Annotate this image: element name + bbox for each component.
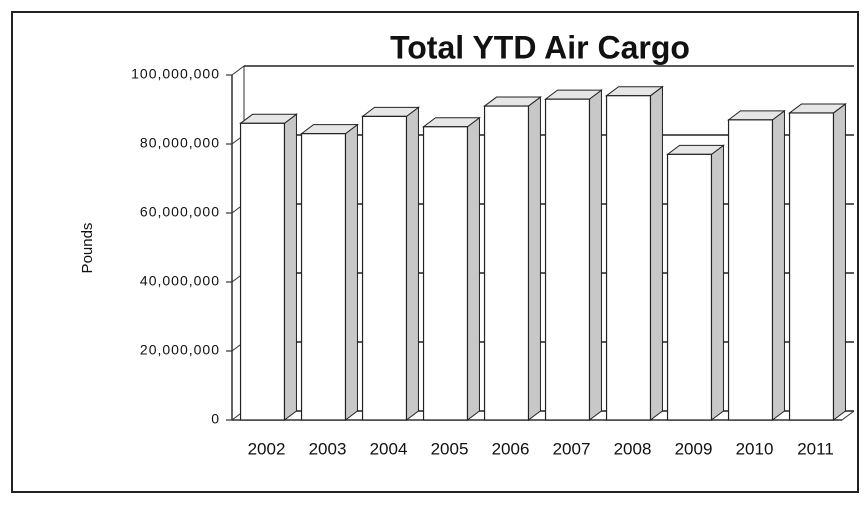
- bar: [544, 89, 603, 421]
- y-tick-label: 80,000,000: [140, 135, 220, 151]
- bar-front: [483, 105, 530, 421]
- floor-right: [841, 410, 855, 421]
- chart-title: Total YTD Air Cargo: [390, 29, 690, 65]
- bar-front: [605, 95, 652, 421]
- y-tick-label: 0: [211, 411, 220, 427]
- bar-side: [710, 144, 724, 421]
- x-tick-label: 2008: [614, 439, 652, 458]
- x-tick-label: 2002: [248, 439, 286, 458]
- bar-front: [300, 133, 347, 421]
- bar: [239, 113, 298, 421]
- bar-side: [283, 113, 297, 421]
- bar-front: [422, 126, 469, 421]
- x-tick-label: 2003: [309, 439, 347, 458]
- bar-front: [361, 115, 408, 421]
- bar-side: [588, 89, 602, 421]
- bar: [422, 116, 481, 421]
- y-tick-label: 20,000,000: [140, 342, 220, 358]
- bar-side: [466, 116, 480, 421]
- y-tick-label: 60,000,000: [140, 204, 220, 220]
- bar-front: [239, 122, 286, 421]
- bar-front: [788, 112, 835, 421]
- bar-side: [832, 102, 846, 421]
- y-tick-label: 100,000,000: [131, 66, 220, 82]
- x-tick-label: 2005: [431, 439, 469, 458]
- bar: [300, 123, 359, 421]
- x-tick-label: 2010: [736, 439, 774, 458]
- grid-diagonal: [231, 65, 245, 76]
- bar-side: [649, 85, 663, 421]
- bar-side: [405, 106, 419, 421]
- bar: [666, 144, 725, 421]
- x-tick-label: 2011: [797, 439, 834, 458]
- bar: [727, 109, 786, 421]
- x-tick-label: 2009: [675, 439, 713, 458]
- y-tick-label: 40,000,000: [140, 273, 220, 289]
- x-tick-label: 2004: [370, 439, 408, 458]
- x-tick-label: 2006: [492, 439, 530, 458]
- bar: [788, 102, 847, 421]
- x-tick-label: 2007: [553, 439, 591, 458]
- bar-side: [344, 123, 358, 421]
- y-axis-label: Pounds: [79, 223, 96, 274]
- bar: [483, 96, 542, 421]
- bar-side: [527, 96, 541, 421]
- bar: [361, 106, 420, 421]
- bar-front: [666, 153, 713, 421]
- bar: [605, 85, 664, 421]
- bar-side: [771, 109, 785, 421]
- bar-front: [544, 98, 591, 421]
- bar-front: [727, 119, 774, 421]
